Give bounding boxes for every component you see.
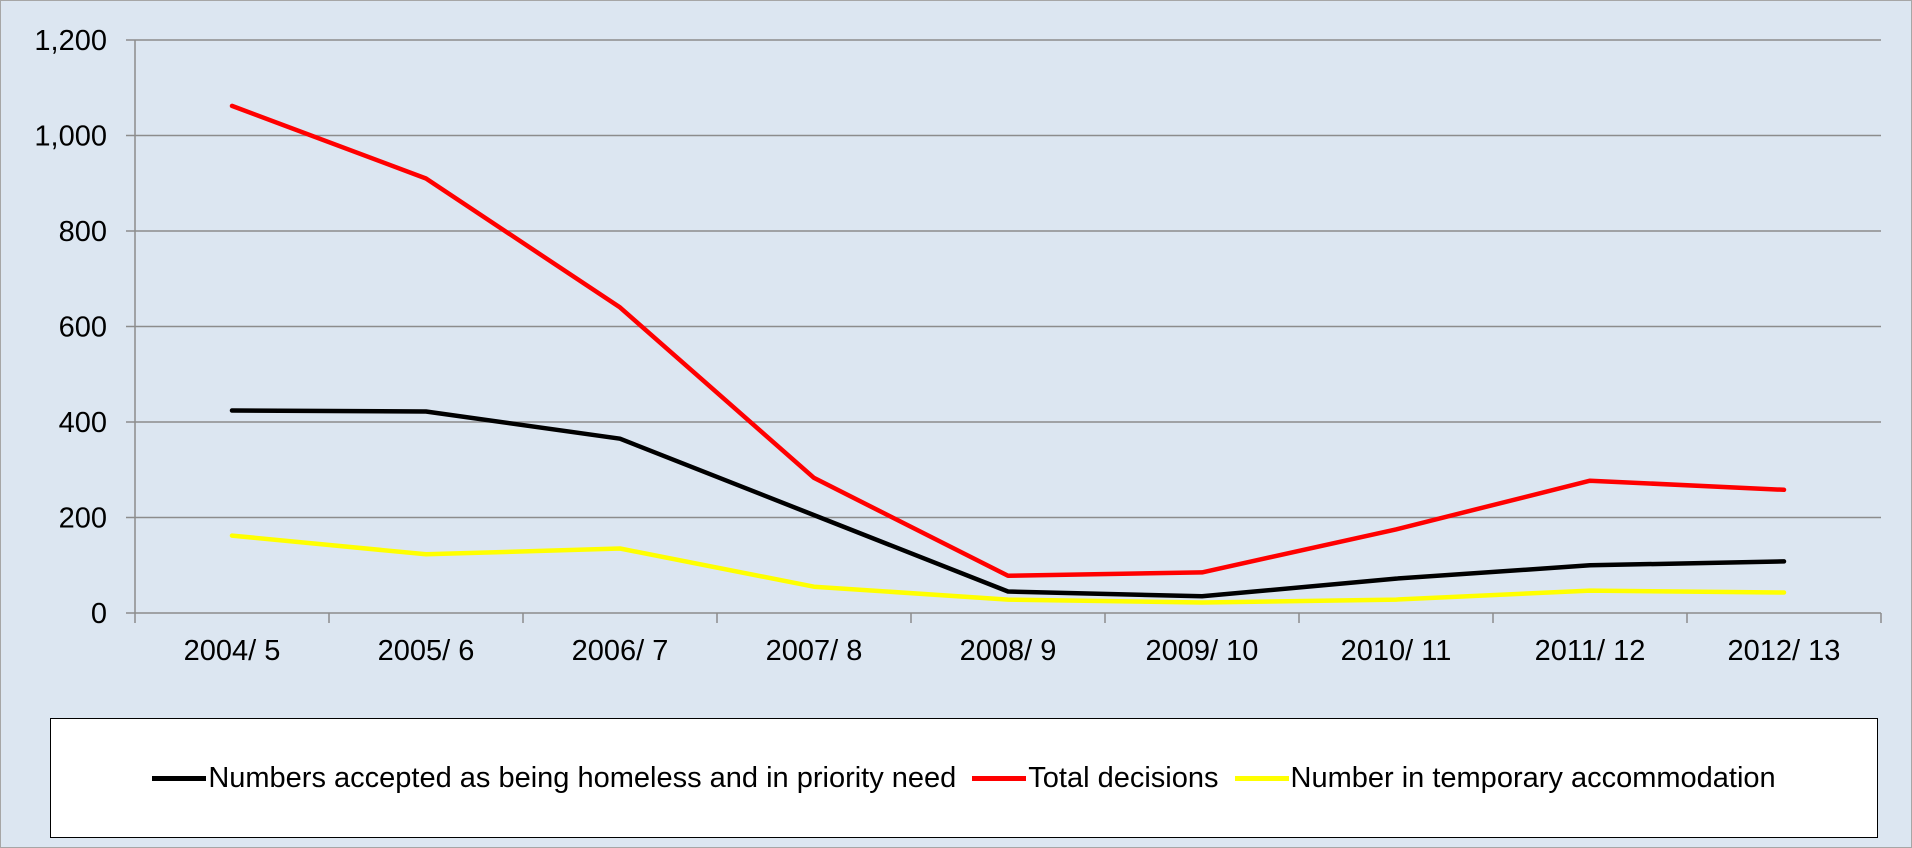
y-tick-label: 600 (59, 312, 107, 344)
y-tick-label: 0 (91, 598, 107, 630)
x-tick-label: 2012/ 13 (1728, 635, 1841, 667)
x-tick-label: 2007/ 8 (766, 635, 863, 667)
legend-swatch (152, 775, 207, 781)
x-tick-label: 2010/ 11 (1341, 635, 1452, 667)
y-tick-label: 1,000 (34, 121, 107, 153)
legend-label: Number in temporary accommodation (1290, 761, 1776, 794)
x-tick-label: 2004/ 5 (184, 635, 281, 667)
y-tick-label: 400 (59, 407, 107, 439)
legend-entry-series-2: Number in temporary accommodation (1234, 761, 1776, 795)
series-line-1 (229, 103, 1787, 579)
series-line-0 (229, 408, 1787, 599)
legend-swatch (972, 775, 1027, 781)
series-line-2 (229, 533, 1787, 605)
legend-label: Total decisions (1028, 761, 1219, 794)
legend-swatch (1234, 775, 1289, 781)
x-tick-label: 2009/ 10 (1146, 635, 1259, 667)
y-tick-label: 800 (59, 216, 107, 248)
x-tick-label: 2011/ 12 (1535, 635, 1646, 667)
x-tick-label: 2005/ 6 (378, 635, 475, 667)
legend: Numbers accepted as being homeless and i… (50, 718, 1878, 838)
x-tick-label: 2008/ 9 (960, 635, 1057, 667)
legend-label: Numbers accepted as being homeless and i… (208, 761, 957, 794)
x-tick-label: 2006/ 7 (572, 635, 669, 667)
legend-entry-series-0: Numbers accepted as being homeless and i… (152, 762, 956, 795)
y-tick-label: 200 (59, 503, 107, 535)
legend-entry-series-1: Total decisions (972, 761, 1219, 795)
y-tick-label: 1,200 (34, 25, 107, 57)
